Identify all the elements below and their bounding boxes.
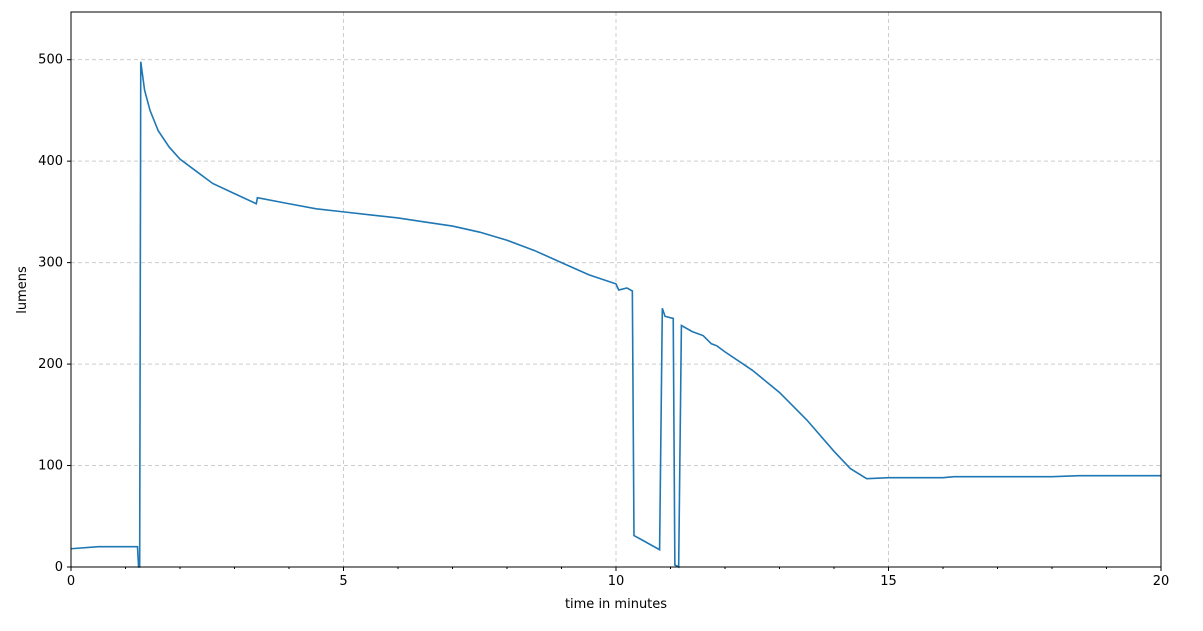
y-tick-label: 200 [38,357,63,372]
plot-frame [70,11,1162,568]
x-axis-label: time in minutes [565,597,667,612]
data-line [70,61,1161,569]
x-tick-label: 20 [1153,574,1170,589]
y-tick-label: 300 [38,256,63,271]
y-tick-label: 500 [38,53,63,68]
y-axis-label: lumens [15,266,30,314]
x-tick-label: 10 [608,574,625,589]
x-tick-label: 15 [880,574,897,589]
y-tick-label: 0 [55,560,63,575]
x-tick-label: 5 [339,574,347,589]
x-tick-label: 0 [67,574,75,589]
y-tick-label: 100 [38,459,63,474]
y-tick-label: 400 [38,154,63,169]
